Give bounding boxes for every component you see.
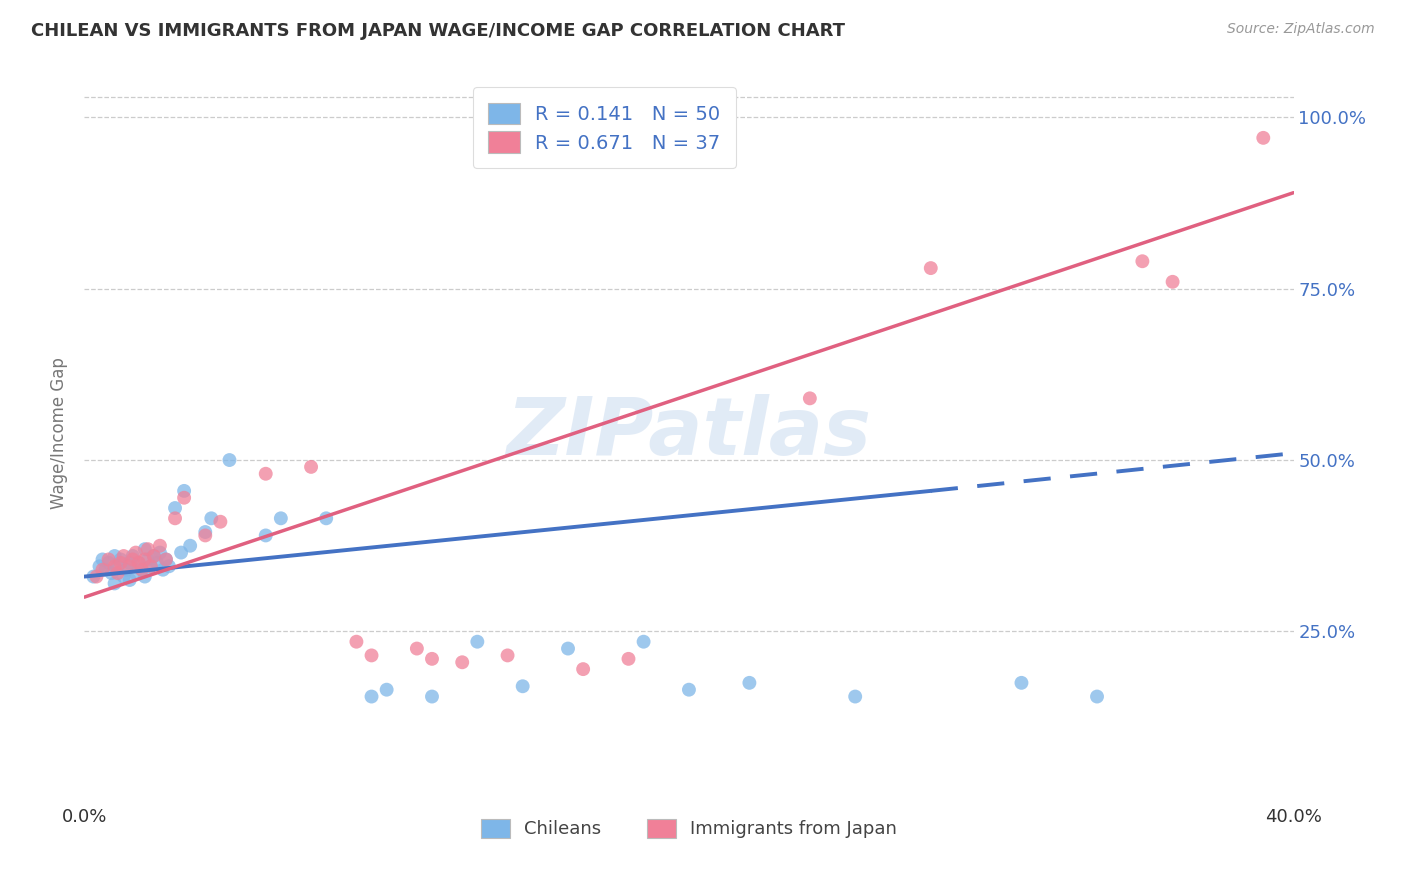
Point <box>420 652 443 666</box>
Point <box>360 648 382 663</box>
Point <box>86 569 108 583</box>
Point <box>165 501 187 516</box>
Y-axis label: Wage/Income Gap: Wage/Income Gap <box>49 357 67 508</box>
Point <box>155 552 177 566</box>
Point <box>179 539 201 553</box>
Point <box>299 459 322 474</box>
Point <box>375 682 398 697</box>
Point <box>134 552 156 566</box>
Point <box>155 552 177 566</box>
Point <box>738 676 761 690</box>
Point <box>91 563 114 577</box>
Point <box>107 559 129 574</box>
Point <box>209 515 232 529</box>
Point <box>149 545 172 559</box>
Point <box>128 556 150 570</box>
Point <box>1130 254 1153 268</box>
Point <box>254 467 277 481</box>
Point <box>100 566 122 581</box>
Point <box>194 528 217 542</box>
Point <box>82 569 104 583</box>
Point <box>165 511 187 525</box>
Point <box>633 634 655 648</box>
Point <box>112 549 135 563</box>
Point <box>346 634 368 648</box>
Point <box>173 483 195 498</box>
Point <box>112 569 135 583</box>
Point <box>139 559 162 574</box>
Point <box>94 563 117 577</box>
Legend: Chileans, Immigrants from Japan: Chileans, Immigrants from Japan <box>470 808 908 849</box>
Point <box>451 655 474 669</box>
Point <box>104 549 127 563</box>
Point <box>194 524 217 539</box>
Point <box>142 549 165 563</box>
Point <box>152 563 174 577</box>
Point <box>136 552 159 566</box>
Point <box>121 549 143 563</box>
Point <box>142 549 165 563</box>
Point <box>139 559 162 574</box>
Point <box>315 511 337 525</box>
Point <box>1011 676 1033 690</box>
Point <box>1161 275 1184 289</box>
Point <box>89 559 111 574</box>
Point <box>844 690 866 704</box>
Point <box>1253 131 1275 145</box>
Point <box>118 573 141 587</box>
Point <box>125 566 148 581</box>
Point <box>557 641 579 656</box>
Point <box>146 556 169 570</box>
Text: Source: ZipAtlas.com: Source: ZipAtlas.com <box>1227 22 1375 37</box>
Point <box>110 556 132 570</box>
Point <box>200 511 222 525</box>
Point <box>496 648 519 663</box>
Point <box>110 552 132 566</box>
Point <box>131 563 153 577</box>
Point <box>157 559 180 574</box>
Point <box>1085 690 1108 704</box>
Point <box>118 559 141 574</box>
Point <box>678 682 700 697</box>
Point <box>173 491 195 505</box>
Point <box>218 453 240 467</box>
Text: ZIPatlas: ZIPatlas <box>506 393 872 472</box>
Point <box>97 552 120 566</box>
Point <box>131 563 153 577</box>
Point <box>360 690 382 704</box>
Text: CHILEAN VS IMMIGRANTS FROM JAPAN WAGE/INCOME GAP CORRELATION CHART: CHILEAN VS IMMIGRANTS FROM JAPAN WAGE/IN… <box>31 22 845 40</box>
Point <box>420 690 443 704</box>
Point <box>91 552 114 566</box>
Point <box>170 545 193 559</box>
Point <box>121 552 143 566</box>
Point <box>104 576 127 591</box>
Point <box>406 641 429 656</box>
Point <box>125 545 148 559</box>
Point <box>512 679 534 693</box>
Point <box>572 662 595 676</box>
Point <box>270 511 292 525</box>
Point <box>617 652 640 666</box>
Point <box>134 569 156 583</box>
Point <box>128 556 150 570</box>
Point <box>920 261 942 276</box>
Point <box>467 634 489 648</box>
Point <box>136 542 159 557</box>
Point <box>118 556 141 570</box>
Point <box>104 559 127 574</box>
Point <box>97 556 120 570</box>
Point <box>254 528 277 542</box>
Point <box>149 539 172 553</box>
Point <box>115 563 138 577</box>
Point <box>799 392 821 406</box>
Point <box>107 566 129 581</box>
Point <box>134 542 156 557</box>
